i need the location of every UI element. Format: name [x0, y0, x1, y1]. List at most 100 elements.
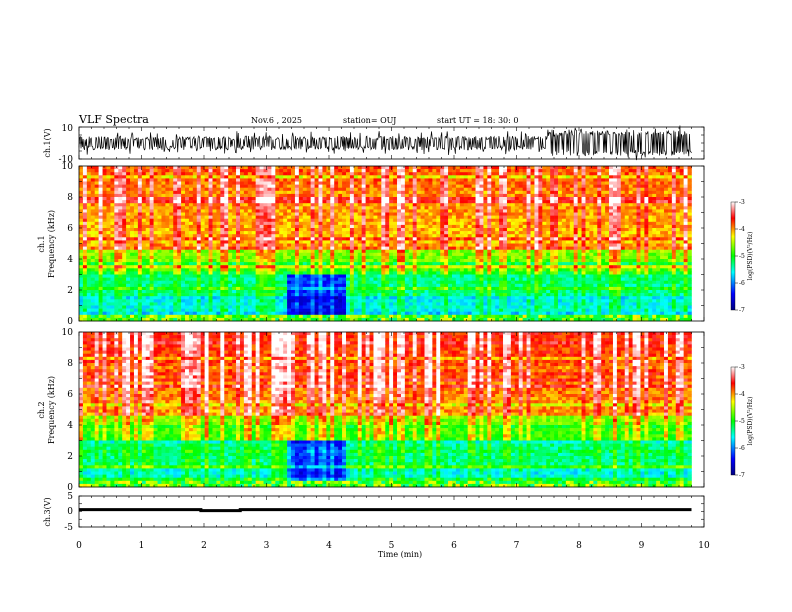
spectrogram-cell	[369, 197, 374, 201]
spectrogram-cell	[94, 246, 99, 250]
spectrogram-cell	[137, 218, 143, 223]
spectrogram-cell	[287, 252, 292, 257]
spectrogram-cell	[212, 280, 217, 285]
spectrogram-cell	[353, 200, 359, 204]
spectrogram-cell	[157, 274, 162, 278]
spectrogram-cell	[149, 200, 154, 204]
spectrogram-cell	[338, 184, 343, 188]
spectrogram-cell	[259, 314, 264, 319]
spectrogram-cell	[243, 293, 249, 297]
spectrogram-cell	[94, 299, 99, 303]
spectrogram-cell	[369, 231, 374, 235]
spectrogram-cell	[212, 169, 217, 173]
spectrogram-cell	[130, 228, 135, 232]
spectrogram-cell	[220, 228, 225, 232]
spectrogram-cell	[133, 181, 139, 185]
spectrogram-cell	[251, 206, 256, 210]
spectrogram-cell	[114, 293, 119, 297]
spectrogram-cell	[110, 308, 115, 312]
spectrogram-cell	[353, 184, 359, 188]
spectrogram-cell	[94, 314, 99, 319]
spectrogram-cell	[177, 252, 182, 257]
spectrogram-cell	[432, 234, 437, 238]
spectrogram-cell	[157, 246, 162, 250]
spectrogram-cell	[306, 166, 311, 170]
spectrogram-cell	[110, 234, 115, 238]
spectrogram-cell	[188, 234, 194, 238]
spectrogram-cell	[408, 243, 414, 247]
spectrogram-cell	[161, 187, 166, 192]
spectrogram-cell	[306, 311, 311, 316]
spectrogram-cell	[169, 293, 174, 297]
spectrogram-cell	[220, 224, 225, 229]
spectrogram-cell	[118, 200, 123, 204]
spectrogram-cell	[200, 187, 205, 192]
spectrogram-cell	[114, 193, 119, 198]
spectrogram-cell	[79, 212, 84, 216]
spectrogram-cell	[145, 268, 150, 272]
spectrogram-cell	[157, 277, 162, 281]
spectrogram-cell	[153, 246, 158, 250]
spectrogram-cell	[161, 169, 166, 173]
spectrogram-cell	[393, 224, 398, 229]
spectrogram-cell	[397, 255, 402, 260]
spectrogram-cell	[326, 228, 331, 232]
spectrogram-cell	[216, 308, 221, 312]
spectrogram-cell	[287, 243, 292, 247]
spectrogram-cell	[416, 262, 421, 266]
spectrogram-cell	[436, 224, 441, 229]
spectrogram-cell	[173, 166, 178, 170]
spectrogram-cell	[145, 255, 150, 260]
spectrogram-cell	[243, 311, 249, 316]
spectrogram-cell	[444, 209, 449, 213]
spectrogram-cell	[389, 169, 394, 173]
spectrogram-cell	[361, 206, 366, 210]
spectrogram-cell	[133, 262, 139, 266]
spectrogram-cell	[420, 228, 425, 232]
spectrogram-cell	[169, 234, 174, 238]
spectrogram-cell	[216, 252, 221, 257]
spectrogram-cell	[161, 209, 166, 213]
spectrogram-cell	[208, 169, 213, 173]
spectrogram-cell	[416, 308, 421, 312]
spectrogram-cell	[444, 187, 449, 192]
spectrogram-cell	[452, 178, 457, 182]
spectrogram-cell	[247, 259, 253, 263]
spectrogram-cell	[271, 172, 276, 176]
spectrogram-cell	[177, 271, 182, 275]
spectrogram-cell	[408, 277, 414, 281]
spectrogram-cell	[169, 200, 174, 204]
spectrogram-cell	[381, 178, 386, 182]
spectrogram-cell	[224, 231, 229, 235]
spectrogram-cell	[255, 283, 260, 288]
spectrogram-cell	[342, 237, 347, 241]
spectrogram-cell	[345, 193, 351, 198]
spectrogram-cell	[294, 175, 300, 179]
spectrogram-cell	[448, 218, 453, 223]
spectrogram-cell	[334, 274, 339, 278]
spectrogram-cell	[188, 237, 194, 241]
spectrogram-cell	[361, 228, 366, 232]
spectrogram-cell	[389, 234, 394, 238]
spectrogram-cell	[133, 184, 139, 188]
spectrogram-cell	[404, 249, 410, 254]
spectrogram-cell	[318, 277, 323, 281]
spectrogram-cell	[118, 274, 123, 278]
spectrogram-cell	[173, 212, 178, 216]
spectrogram-cell	[98, 271, 103, 275]
spectrogram-cell	[86, 252, 92, 257]
spectrogram-cell	[424, 175, 429, 179]
spectrogram-cell	[357, 299, 362, 303]
spectrogram-cell	[294, 215, 300, 219]
spectrogram-cell	[448, 178, 453, 182]
spectrogram-cell	[188, 206, 194, 210]
spectrogram-cell	[90, 240, 96, 244]
spectrogram-cell	[228, 184, 233, 188]
spectrogram-cell	[122, 311, 127, 316]
spectrogram-cell	[294, 271, 300, 275]
spectrogram-cell	[200, 268, 205, 272]
spectrogram-cell	[424, 218, 429, 223]
spectrogram-cell	[275, 178, 280, 182]
spectrogram-cell	[294, 274, 300, 278]
spectrogram-cell	[385, 271, 390, 275]
